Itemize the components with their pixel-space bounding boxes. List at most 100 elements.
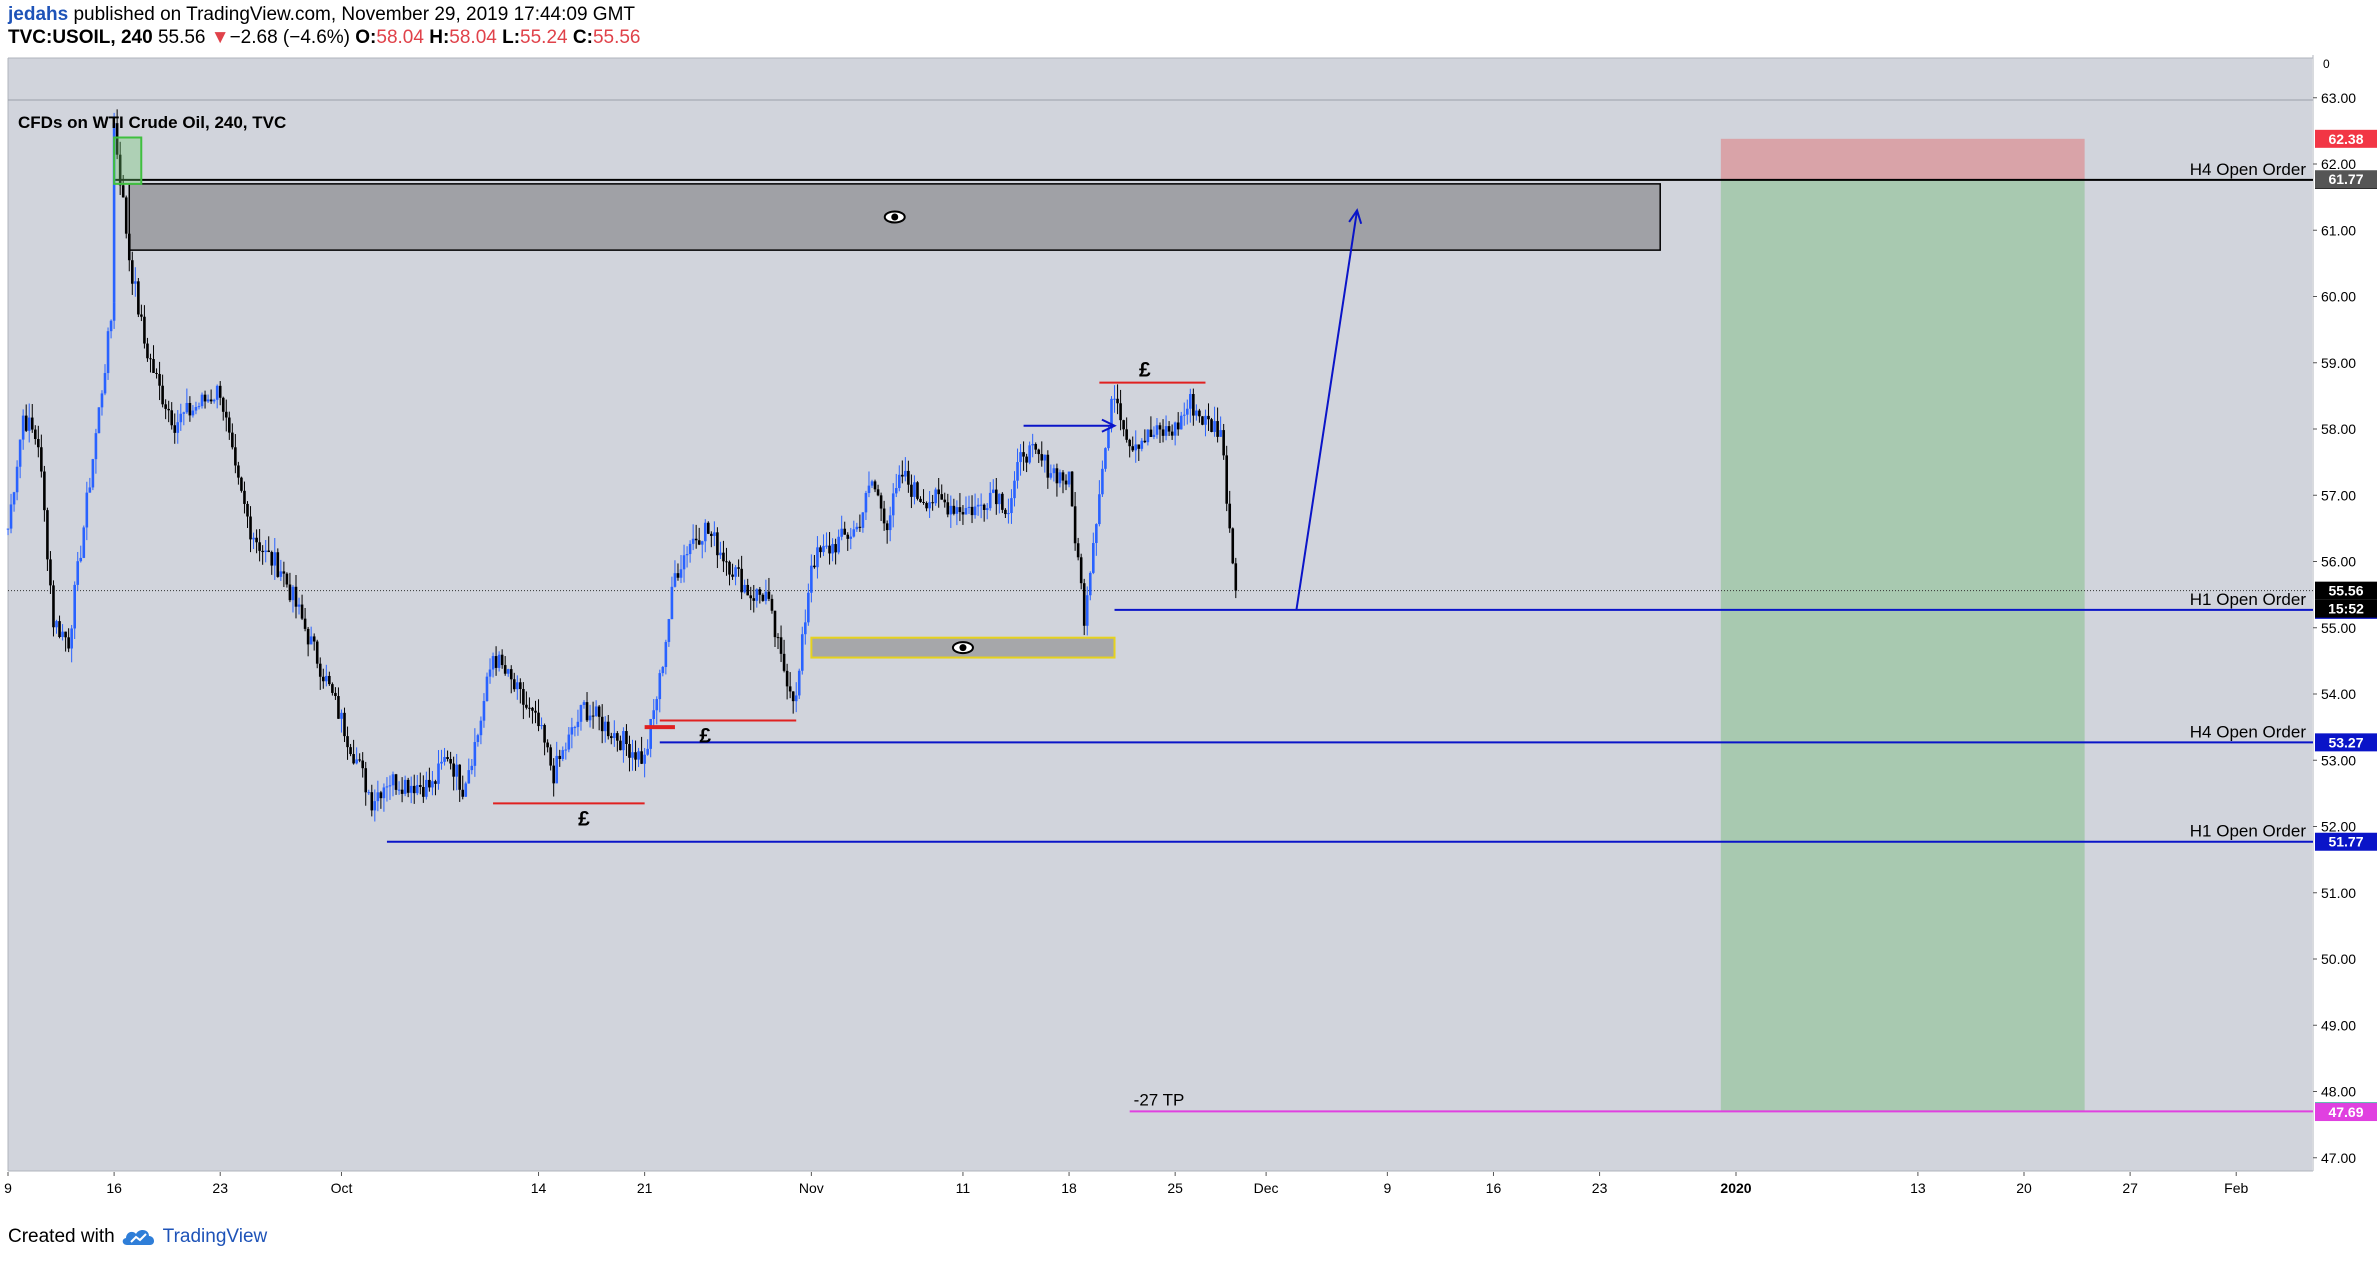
price-tick-label: 61.00 xyxy=(2321,222,2356,238)
candle-body xyxy=(1204,415,1207,425)
candle-body xyxy=(531,707,534,711)
candle-body xyxy=(55,621,58,628)
time-tick-label: 21 xyxy=(637,1180,653,1196)
candle-body xyxy=(1025,456,1028,463)
candle-body xyxy=(964,507,968,515)
candles xyxy=(6,109,1238,822)
candle-body xyxy=(764,591,768,601)
price-tick-label: 52.00 xyxy=(2321,819,2356,835)
candle-body xyxy=(606,721,610,737)
candle-body xyxy=(652,710,656,719)
candle-body xyxy=(349,747,352,755)
candle-body xyxy=(343,712,346,737)
candle-body xyxy=(249,516,252,540)
time-axis-bg xyxy=(8,1172,2313,1205)
candle-body xyxy=(221,397,225,412)
tradingview-cloud-icon xyxy=(122,1230,154,1245)
candle-body xyxy=(661,667,665,674)
candle-body xyxy=(440,761,443,764)
author-link[interactable]: jedahs xyxy=(8,4,69,25)
candle-body xyxy=(522,689,525,705)
candle-body xyxy=(1101,468,1104,495)
candle-body xyxy=(361,760,364,769)
candle-body xyxy=(1173,422,1177,436)
candle-body xyxy=(61,631,64,638)
candle-body xyxy=(446,757,449,760)
candle-body xyxy=(82,527,86,558)
candle-body xyxy=(237,465,240,478)
supply-zone-eye-icon xyxy=(883,210,906,224)
price-label: 61.77 xyxy=(2328,171,2363,187)
candle-body xyxy=(224,411,228,418)
candle-body xyxy=(1152,434,1156,437)
tradingview-link[interactable]: TradingView xyxy=(162,1226,268,1247)
candle-body xyxy=(1234,563,1238,591)
price-chart[interactable]: H4 Open Order H1 Open Order H4 Open Order H… xyxy=(0,55,2379,1220)
candle-body xyxy=(1119,403,1122,421)
price-tick-label: 62.00 xyxy=(2321,156,2356,172)
candle-body xyxy=(870,481,874,486)
candle-body xyxy=(27,417,31,431)
candle-body xyxy=(943,499,947,503)
time-tick-label: 27 xyxy=(2122,1180,2138,1196)
candle-body xyxy=(270,552,274,566)
candle-body xyxy=(1195,410,1198,416)
candle-body xyxy=(1088,572,1092,596)
candle-body xyxy=(958,507,962,513)
candle-body xyxy=(1198,410,1201,417)
candle-body xyxy=(946,502,950,515)
candle-body xyxy=(18,439,22,467)
candle-body xyxy=(819,547,822,553)
candle-body xyxy=(143,316,146,344)
candle-body xyxy=(315,641,319,664)
candle-body xyxy=(397,789,401,791)
candle-body xyxy=(594,706,598,716)
price-tick-label: 49.00 xyxy=(2321,1017,2356,1033)
order-line-label: H1 Open Order xyxy=(2190,822,2307,841)
candle-body xyxy=(752,598,756,601)
candle-body xyxy=(67,637,70,649)
candle-body xyxy=(512,679,516,690)
candle-body xyxy=(1185,408,1189,415)
candle-body xyxy=(703,522,707,542)
price-tick-label: 55.00 xyxy=(2321,620,2356,636)
candle-body xyxy=(1201,416,1204,425)
candle-body xyxy=(146,343,149,359)
candle-body xyxy=(528,707,531,709)
candle-body xyxy=(673,573,677,587)
price-tick-label: 53.00 xyxy=(2321,752,2356,768)
countdown-box xyxy=(2315,599,2377,618)
candle-body xyxy=(758,589,762,595)
candle-body xyxy=(807,592,810,623)
candle-body xyxy=(979,504,983,506)
candle-body xyxy=(691,538,695,544)
candle-body xyxy=(94,433,98,460)
candle-body xyxy=(170,410,174,426)
candle-body xyxy=(394,774,398,790)
close-label: C: xyxy=(572,27,593,48)
order-line-label: H1 Open Order xyxy=(2190,590,2307,609)
candle-body xyxy=(240,477,243,491)
candle-body xyxy=(540,725,543,727)
candle-body xyxy=(1001,493,1004,510)
candle-body xyxy=(215,385,219,400)
candle-body xyxy=(115,123,119,155)
candle-body xyxy=(106,331,110,374)
candle-body xyxy=(770,598,774,611)
candle-body xyxy=(658,673,662,700)
candle-body xyxy=(1092,543,1095,573)
candle-body xyxy=(831,544,834,554)
candle-body xyxy=(949,505,953,515)
candle-body xyxy=(212,399,216,402)
candle-body xyxy=(79,557,83,562)
candle-body xyxy=(1067,471,1071,485)
candle-body xyxy=(318,663,322,677)
candle-body xyxy=(1167,426,1171,432)
low-label: L: xyxy=(502,27,521,48)
candle-body xyxy=(273,552,277,566)
candle-body xyxy=(846,534,850,539)
candle-body xyxy=(140,314,143,317)
candle-body xyxy=(1164,426,1168,436)
candle-body xyxy=(746,584,750,596)
candle-body xyxy=(15,466,19,493)
